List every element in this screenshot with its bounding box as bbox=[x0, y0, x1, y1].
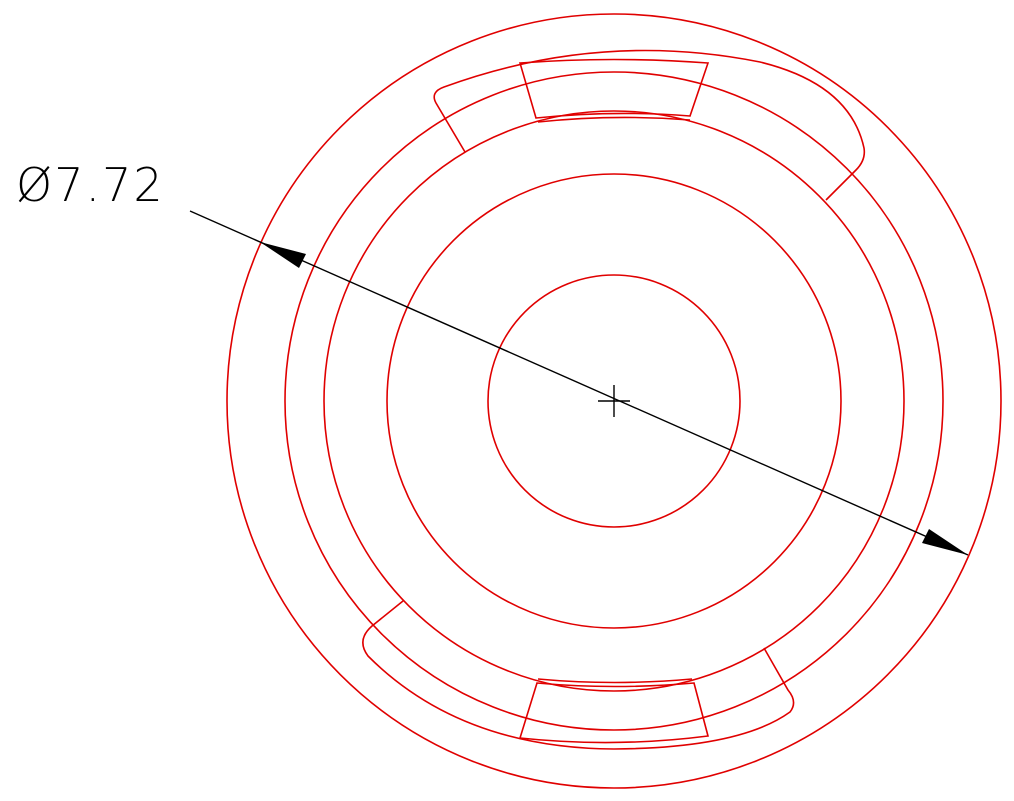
middle-circle bbox=[323, 110, 905, 692]
top-slot-inner-arc bbox=[537, 116, 691, 123]
bore-circle bbox=[487, 274, 741, 528]
diameter-dimension-label: Ø7.72 bbox=[16, 158, 165, 212]
bottom-slot bbox=[518, 682, 710, 744]
top-lug bbox=[433, 49, 866, 201]
dimension-leader-line bbox=[189, 210, 969, 556]
top-slot bbox=[518, 58, 710, 119]
bottom-lug bbox=[362, 600, 795, 750]
dimension-arrowhead-lower bbox=[922, 529, 968, 555]
dimension-arrowhead-upper bbox=[260, 242, 306, 268]
bottom-slot-inner-arc bbox=[537, 678, 693, 684]
inner-circle bbox=[386, 173, 842, 629]
outer-ring-inner-circle bbox=[284, 71, 944, 731]
outer-circle bbox=[226, 13, 1002, 789]
